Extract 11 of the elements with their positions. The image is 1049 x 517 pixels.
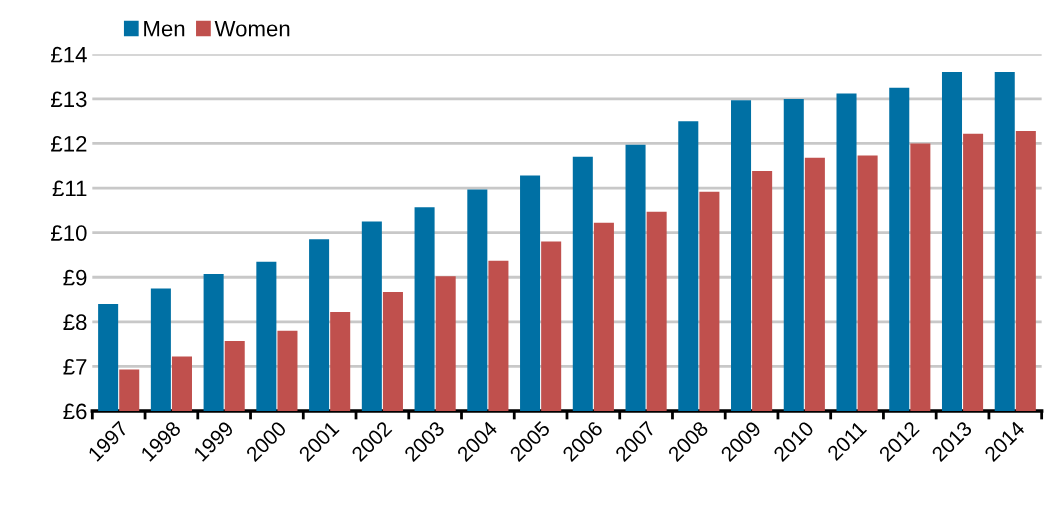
y-tick-label: £13	[51, 91, 87, 108]
legend-label: Men	[144, 21, 185, 37]
y-tick-label: £7	[63, 358, 87, 375]
y-tick-label: £12	[51, 136, 87, 152]
y-tick-label: £8	[63, 314, 87, 331]
y-tick-label: £10	[51, 225, 87, 241]
y-tick-label: £9	[63, 269, 87, 286]
legend-label: Women	[214, 21, 290, 37]
y-tick-label: £6	[63, 403, 87, 420]
y-tick-label: £11	[52, 180, 87, 197]
y-tick-label: £14	[51, 46, 87, 63]
